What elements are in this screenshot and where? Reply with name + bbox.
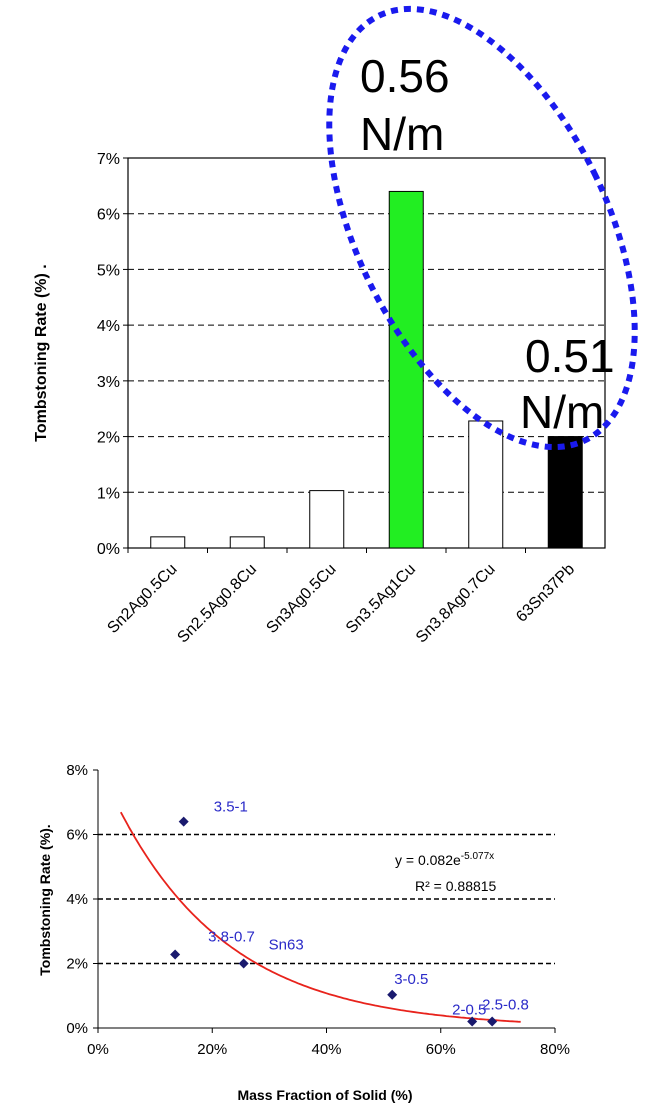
bar <box>388 190 424 549</box>
bar <box>309 490 345 549</box>
scatter-axis-ticks <box>93 769 556 1033</box>
bar-x-tick-label: 63Sn37Pb <box>513 561 578 626</box>
scatter-x-tick-label: 80% <box>540 1041 570 1058</box>
scatter-fit-curve <box>120 811 521 1023</box>
bar-x-tick-label: Sn3.5Ag1Cu <box>343 561 419 637</box>
scatter-point <box>387 989 398 1000</box>
bar <box>229 536 265 549</box>
scatter-r-squared: R² = 0.88815 <box>415 878 497 894</box>
bar-y-tick-label: 1% <box>97 485 120 502</box>
annotation-right-line2: N/m <box>520 386 604 438</box>
scatter-x-axis-label: Mass Fraction of Solid (%) <box>237 1087 412 1103</box>
scatter-points: 3.5-1 3.8-0.7 Sn63 3-0.5 2-0.52.5-0.8 <box>170 799 529 1027</box>
scatter-point <box>178 816 189 827</box>
scatter-point-label: 2.5-0.8 <box>482 997 529 1014</box>
bar <box>150 536 186 549</box>
bar-gridlines <box>123 157 605 549</box>
scatter-point-label: Sn63 <box>269 937 304 954</box>
annotation-left-line1: 0.56 <box>360 50 450 102</box>
bar-y-tick-label: 2% <box>97 430 120 447</box>
scatter-x-tick-label: 0% <box>87 1041 109 1058</box>
bar-x-tick-label: Sn3.8Ag0.7Cu <box>413 561 499 647</box>
scatter-y-tick-label: 8% <box>66 762 88 779</box>
scatter-point <box>170 949 181 960</box>
bar-y-tick-label: 4% <box>97 318 120 335</box>
bar-y-tick-labels: 0% 1% 2% 3% 4% 5% 6% 7% <box>97 151 120 558</box>
scatter-point-label: 2-0.5 <box>452 1002 486 1019</box>
bar <box>547 436 583 549</box>
scatter-gridlines <box>98 833 555 965</box>
scatter-chart: 3.5-1 3.8-0.7 Sn63 3-0.5 2-0.52.5-0.8 0% 2% 4%… <box>37 762 570 1103</box>
scatter-x-tick-label: 20% <box>197 1041 227 1058</box>
scatter-x-tick-label: 40% <box>311 1041 341 1058</box>
annotation-left-line2: N/m <box>360 108 444 160</box>
scatter-x-tick-label: 60% <box>426 1041 456 1058</box>
scatter-y-tick-label: 0% <box>66 1020 88 1037</box>
scatter-point <box>238 958 249 969</box>
scatter-point <box>487 1016 498 1027</box>
bar-x-tick-label: Sn3Ag0.5Cu <box>263 561 339 637</box>
scatter-point <box>467 1016 478 1027</box>
scatter-y-tick-labels: 0% 2% 4% 6% 8% <box>66 762 88 1037</box>
scatter-y-axis-label: Tombstoning Rate (%). <box>37 824 53 975</box>
bar-y-tick-label: 6% <box>97 207 120 224</box>
scatter-fit-equation: y = 0.082e-5.077x <box>395 851 494 868</box>
bar-y-tick-label: 5% <box>97 262 120 279</box>
bar-x-tick-label: Sn2Ag0.5Cu <box>104 561 180 637</box>
bar-x-tick-label: Sn2.5Ag0.8Cu <box>174 561 260 647</box>
bar-annotations: 0.56 N/m 0.51 N/m <box>326 5 638 451</box>
bar-marks <box>127 190 583 553</box>
bar-y-axis-label: Tombstoning Rate (%) . <box>33 264 50 441</box>
bar-y-tick-label: 3% <box>97 374 120 391</box>
scatter-point-label: 3.5-1 <box>214 799 248 816</box>
highlight-ellipse <box>326 5 638 451</box>
bar-y-tick-label: 7% <box>97 151 120 168</box>
bar-y-tick-label: 0% <box>97 541 120 558</box>
scatter-y-tick-label: 6% <box>66 827 88 844</box>
scatter-y-tick-label: 2% <box>66 956 88 973</box>
equation-exponent: -5.077x <box>461 851 494 862</box>
scatter-x-tick-labels: 0% 20% 40% 60% 80% <box>87 1041 570 1058</box>
equation-main: y = 0.082e <box>395 852 461 868</box>
bar <box>468 420 504 549</box>
annotation-right-line1: 0.51 <box>525 330 615 382</box>
scatter-point-label: 3.8-0.7 <box>208 928 255 945</box>
scatter-point-label: 3-0.5 <box>394 971 428 988</box>
scatter-y-tick-label: 4% <box>66 891 88 908</box>
